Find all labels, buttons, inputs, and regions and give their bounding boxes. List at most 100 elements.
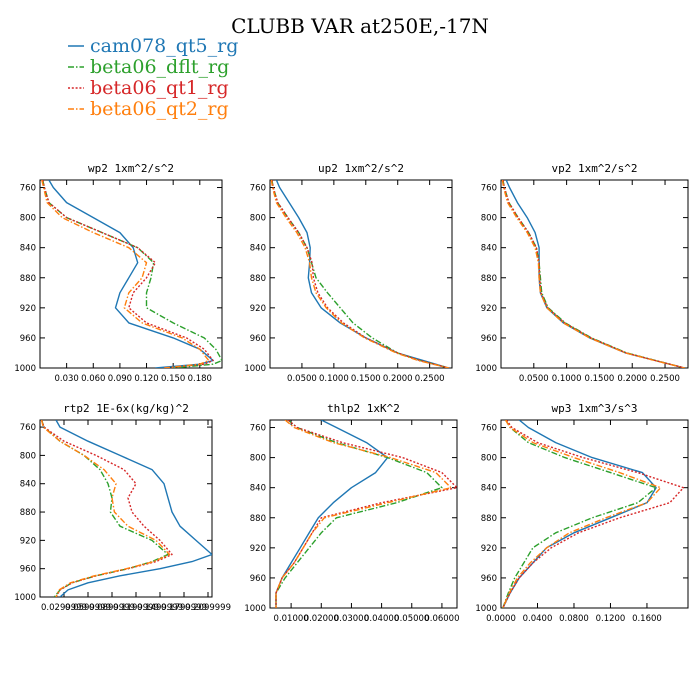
x-tick-label: 0.0800 bbox=[559, 614, 589, 624]
y-tick-label: 880 bbox=[20, 274, 36, 284]
legend-entry: beta06_dflt_rg bbox=[90, 56, 229, 78]
series-line-beta06_qt1_rg bbox=[42, 180, 214, 368]
y-tick-label: 800 bbox=[250, 214, 266, 224]
chart-panel: rtp2 1E-6x(kg/kg)^2 760 800 840 880 920 960 100… bbox=[14, 402, 231, 613]
y-tick-label: 960 bbox=[250, 334, 266, 344]
chart-panel: thlp2 1xK^2 760 800 840 880 920 960 1000 0.01000… bbox=[244, 402, 459, 624]
series-line-beta06_qt2_rg bbox=[41, 180, 210, 368]
x-tick-label: 0.0599999 bbox=[65, 603, 111, 613]
x-tick-label: 0.0000 bbox=[486, 614, 516, 624]
chart-panel: wp2 1xm^2/s^2 760 800 840 880 920 960 1000 0.030… bbox=[14, 162, 223, 384]
x-tick-label: 0.1600 bbox=[632, 614, 662, 624]
series-line-beta06_qt2_rg bbox=[501, 180, 685, 368]
y-tick-label: 960 bbox=[481, 574, 497, 584]
x-tick-label: 0.1199999 bbox=[113, 603, 159, 613]
y-tick-label: 1000 bbox=[244, 364, 266, 374]
x-tick-label: 0.02000 bbox=[304, 614, 339, 624]
series-line-beta06_qt1_rg bbox=[275, 420, 457, 608]
x-tick-label: 0.060 bbox=[81, 374, 105, 384]
chart-panel: up2 1xm^2/s^2 760 800 840 880 920 960 1000 0.050… bbox=[244, 162, 453, 384]
panel-title: rtp2 1E-6x(kg/kg)^2 bbox=[63, 402, 189, 415]
series-line-beta06_dflt_rg bbox=[275, 420, 443, 608]
series-line-cam078_qt5_rg bbox=[55, 420, 212, 597]
series-line-beta06_dflt_rg bbox=[502, 420, 657, 608]
y-tick-label: 920 bbox=[481, 544, 497, 554]
x-tick-label: 0.150 bbox=[161, 374, 185, 384]
y-tick-label: 960 bbox=[20, 565, 36, 575]
plot-frame bbox=[39, 419, 213, 598]
plot-frame bbox=[500, 419, 689, 609]
x-tick-label: 0.180 bbox=[188, 374, 212, 384]
series-line-beta06_qt2_rg bbox=[270, 180, 449, 368]
panel-title: wp3 1xm^3/s^3 bbox=[551, 402, 637, 415]
chart-panel: wp3 1xm^3/s^3 760 800 840 880 920 960 10000.000… bbox=[475, 402, 689, 624]
x-tick-label: 0.05000 bbox=[394, 614, 429, 624]
x-tick-label: 0.03000 bbox=[334, 614, 369, 624]
series-line-beta06_qt1_rg bbox=[271, 180, 449, 368]
x-tick-label: 0.1499999 bbox=[137, 603, 183, 613]
legend-entry: cam078_qt5_rg bbox=[90, 35, 238, 57]
y-tick-label: 1000 bbox=[14, 593, 36, 603]
x-tick-label: 0.0899999 bbox=[89, 603, 135, 613]
series-line-beta06_qt1_rg bbox=[502, 420, 685, 608]
y-tick-label: 1000 bbox=[475, 364, 497, 374]
y-tick-label: 920 bbox=[20, 304, 36, 314]
x-tick-label: 0.0299999 bbox=[41, 603, 87, 613]
y-tick-label: 760 bbox=[481, 424, 497, 434]
figure-title: CLUBB VAR at250E,-17N bbox=[231, 14, 489, 38]
series-line-beta06_dflt_rg bbox=[42, 180, 222, 368]
y-tick-label: 880 bbox=[250, 514, 266, 524]
x-tick-label: 0.1500 bbox=[585, 374, 615, 384]
y-tick-label: 840 bbox=[20, 480, 36, 490]
series-line-beta06_qt2_rg bbox=[275, 420, 452, 608]
plot-frame bbox=[269, 419, 458, 609]
legend-entry: beta06_qt1_rg bbox=[90, 77, 229, 99]
y-tick-label: 800 bbox=[20, 451, 36, 461]
x-tick-label: 0.090 bbox=[108, 374, 132, 384]
x-tick-label: 0.01000 bbox=[274, 614, 309, 624]
series-line-beta06_qt2_rg bbox=[40, 420, 171, 597]
y-tick-label: 880 bbox=[20, 508, 36, 518]
y-tick-label: 920 bbox=[250, 544, 266, 554]
x-tick-label: 0.2500 bbox=[650, 374, 680, 384]
plot-frame bbox=[39, 179, 223, 369]
x-tick-label: 0.2099999 bbox=[185, 603, 231, 613]
y-tick-label: 1000 bbox=[244, 604, 266, 614]
x-tick-label: 0.1000 bbox=[319, 374, 349, 384]
y-tick-label: 960 bbox=[20, 334, 36, 344]
y-tick-label: 760 bbox=[481, 184, 497, 194]
x-tick-label: 0.2000 bbox=[617, 374, 647, 384]
series-line-cam078_qt5_rg bbox=[502, 420, 657, 608]
y-tick-label: 800 bbox=[20, 214, 36, 224]
series-line-cam078_qt5_rg bbox=[48, 180, 214, 368]
y-tick-label: 920 bbox=[481, 304, 497, 314]
series-line-cam078_qt5_rg bbox=[275, 420, 389, 608]
y-tick-label: 880 bbox=[481, 514, 497, 524]
y-tick-label: 760 bbox=[250, 184, 266, 194]
y-tick-label: 840 bbox=[250, 244, 266, 254]
x-tick-label: 0.0500 bbox=[287, 374, 317, 384]
series-line-beta06_dflt_rg bbox=[271, 180, 449, 368]
series-line-cam078_qt5_rg bbox=[275, 180, 449, 368]
y-tick-label: 880 bbox=[250, 274, 266, 284]
x-tick-label: 0.2500 bbox=[415, 374, 445, 384]
x-tick-label: 0.06000 bbox=[424, 614, 459, 624]
y-tick-label: 1000 bbox=[475, 604, 497, 614]
x-tick-label: 0.04000 bbox=[364, 614, 399, 624]
x-tick-label: 0.0400 bbox=[523, 614, 553, 624]
x-tick-label: 0.030 bbox=[54, 374, 78, 384]
plot-frame bbox=[500, 179, 689, 369]
y-tick-label: 760 bbox=[20, 184, 36, 194]
y-tick-label: 760 bbox=[250, 424, 266, 434]
plot-frame bbox=[269, 179, 453, 369]
x-tick-label: 0.120 bbox=[134, 374, 158, 384]
panel-title: wp2 1xm^2/s^2 bbox=[88, 162, 174, 175]
y-tick-label: 840 bbox=[481, 244, 497, 254]
y-tick-label: 960 bbox=[250, 574, 266, 584]
panel-title: up2 1xm^2/s^2 bbox=[318, 162, 404, 175]
y-tick-label: 840 bbox=[250, 484, 266, 494]
y-tick-label: 800 bbox=[481, 454, 497, 464]
y-tick-label: 840 bbox=[481, 484, 497, 494]
legend: cam078_qt5_rgbeta06_dflt_rgbeta06_qt1_rg… bbox=[68, 35, 238, 120]
